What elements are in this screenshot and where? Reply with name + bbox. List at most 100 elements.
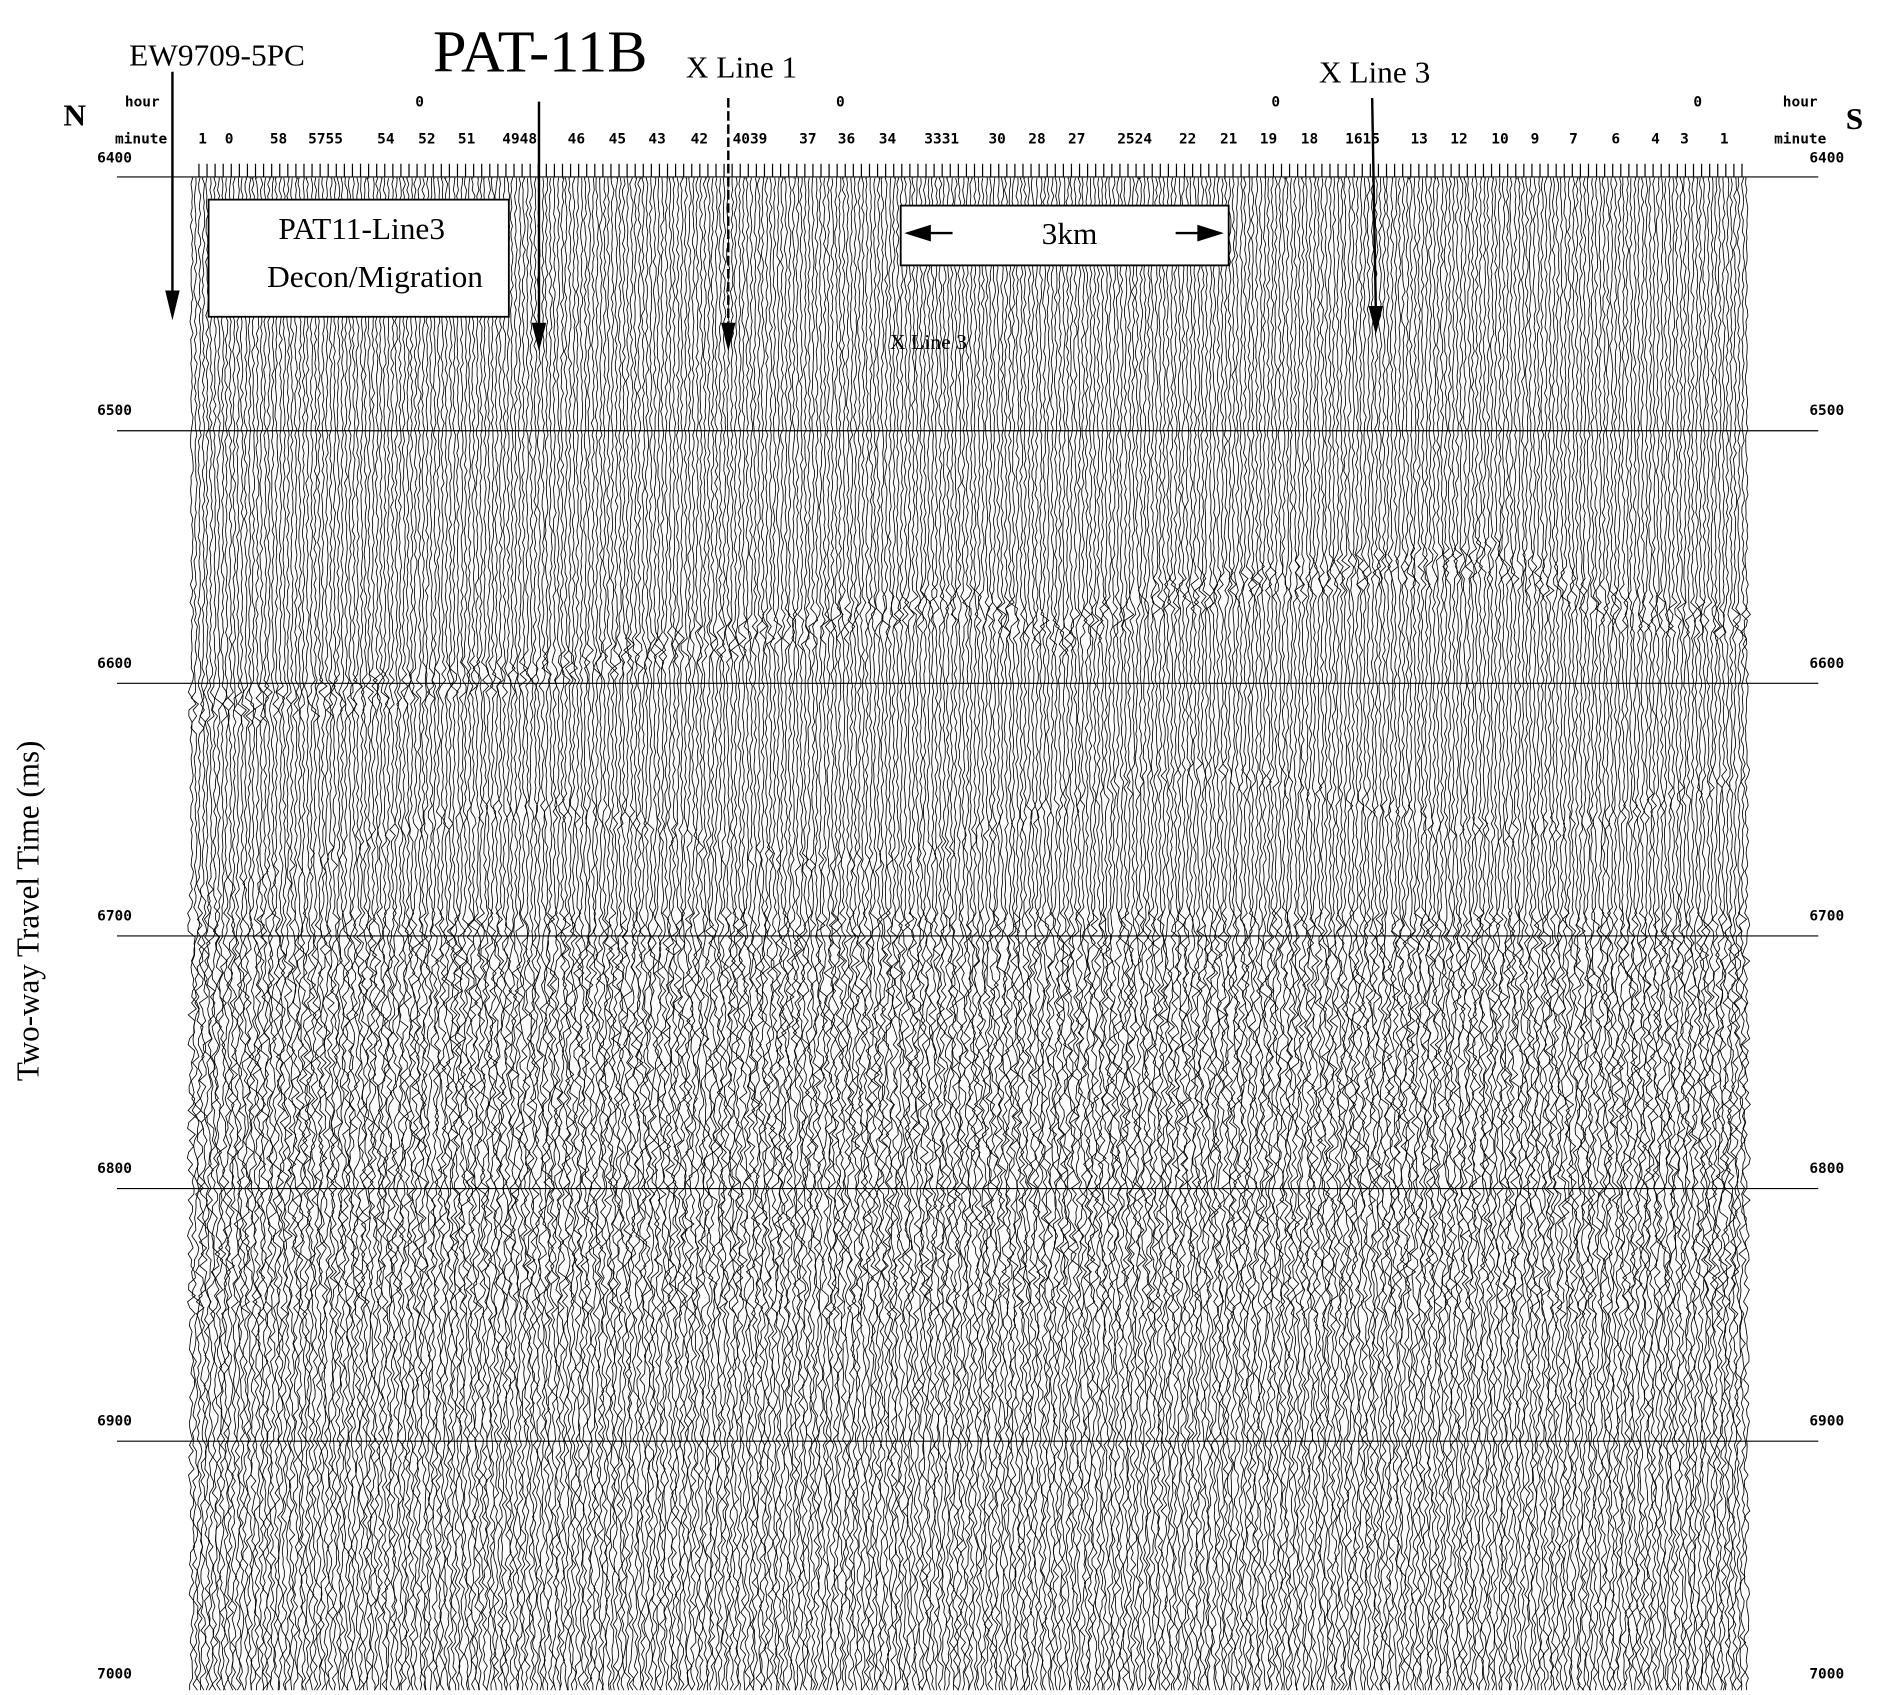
- seismic-trace: [869, 177, 880, 1691]
- seismic-trace: [1055, 177, 1066, 1691]
- seismic-trace: [946, 177, 958, 1691]
- seismic-trace: [1209, 177, 1220, 1691]
- seismic-trace: [738, 177, 749, 1691]
- seismic-trace: [1232, 177, 1243, 1691]
- seismic-trace: [1352, 177, 1362, 1691]
- seismic-trace: [1143, 177, 1154, 1691]
- seismic-trace: [1259, 177, 1270, 1691]
- minute-tick-label: 10: [1491, 131, 1508, 147]
- seismic-trace: [1475, 177, 1486, 1691]
- seismic-trace: [785, 177, 795, 1691]
- seismic-trace: [696, 177, 706, 1691]
- seismic-trace: [263, 177, 274, 1691]
- y-tick-label: 6800: [97, 1161, 132, 1177]
- y-tick-label: 6700: [97, 908, 132, 924]
- seismic-trace: [1664, 177, 1675, 1691]
- seismic-trace: [480, 177, 490, 1691]
- seismic-trace: [745, 177, 757, 1691]
- seismic-trace: [1039, 177, 1050, 1691]
- seismic-trace: [1355, 177, 1366, 1691]
- seismic-trace: [1656, 177, 1667, 1691]
- minute-tick-label: 18: [1301, 131, 1318, 147]
- seismic-trace: [692, 177, 703, 1691]
- y-tick-label: 7000: [1809, 1666, 1844, 1682]
- seismic-trace: [622, 177, 633, 1691]
- seismic-trace: [1282, 177, 1293, 1691]
- seismic-trace: [727, 177, 737, 1691]
- seismic-trace: [186, 177, 197, 1691]
- seismic-trace: [908, 177, 919, 1691]
- seismic-trace: [1170, 178, 1181, 1691]
- seismic-trace: [318, 177, 328, 1691]
- seismic-trace: [657, 177, 667, 1691]
- seismic-trace: [1093, 177, 1104, 1691]
- y-tick-label: 6900: [97, 1414, 132, 1430]
- seismic-trace: [549, 177, 560, 1691]
- seismic-trace: [525, 177, 537, 1691]
- seismic-traces: [186, 177, 1751, 1691]
- seismic-trace: [1240, 177, 1250, 1691]
- seismic-trace: [1460, 177, 1471, 1691]
- y-tick-label: 6900: [1809, 1414, 1844, 1430]
- seismic-trace: [707, 177, 718, 1691]
- seismic-trace: [1525, 177, 1536, 1691]
- seismic-trace: [233, 177, 243, 1691]
- minute-tick-label: 3331: [924, 131, 959, 147]
- seismic-trace: [1429, 177, 1440, 1691]
- y-tick-label: 6600: [1809, 656, 1844, 672]
- seismic-trace: [534, 177, 544, 1691]
- xline3-label: X Line 3: [1319, 55, 1430, 90]
- minute-tick-label: 4039: [733, 131, 768, 147]
- seismic-trace: [834, 177, 846, 1691]
- seismic-trace: [928, 177, 938, 1691]
- seismic-trace: [1432, 177, 1444, 1691]
- seismic-trace: [1451, 177, 1463, 1691]
- seismic-trace: [881, 177, 892, 1691]
- seismic-trace: [1629, 177, 1640, 1691]
- seismic-trace: [1413, 177, 1424, 1691]
- seismic-trace: [823, 177, 834, 1691]
- seismic-trace: [850, 177, 861, 1691]
- seismic-trace: [893, 177, 903, 1691]
- seismic-trace: [1163, 177, 1174, 1691]
- seismic-trace: [1390, 177, 1401, 1691]
- seismic-trace: [1602, 177, 1613, 1691]
- seismic-trace: [1483, 177, 1494, 1691]
- seismic-trace: [510, 177, 521, 1691]
- seismic-trace: [830, 177, 842, 1691]
- seismic-trace: [248, 177, 259, 1691]
- seismic-trace: [1363, 177, 1374, 1691]
- seismic-trace: [1575, 177, 1586, 1691]
- seismic-trace: [757, 177, 768, 1691]
- seismic-trace: [618, 177, 629, 1691]
- seismic-trace: [653, 177, 664, 1691]
- seismic-trace: [229, 177, 240, 1691]
- seismic-trace: [379, 177, 390, 1691]
- seismic-trace: [325, 177, 336, 1691]
- seismic-trace: [418, 177, 429, 1691]
- arrow-head: [531, 322, 547, 352]
- seismic-trace: [260, 177, 270, 1691]
- seismic-trace: [218, 177, 228, 1691]
- seismic-trace: [464, 177, 475, 1691]
- y-axis-label: Two-way Travel Time (ms): [10, 741, 45, 1081]
- seismic-trace: [603, 177, 614, 1691]
- seismic-trace: [221, 177, 232, 1691]
- grid: 6400 6400 6500 6500 6600 6600 6700 6700 6800 6800…: [97, 151, 1844, 1683]
- minute-tick-label: 52: [418, 131, 435, 147]
- seismic-trace: [573, 177, 583, 1691]
- scale-arrow-head: [1197, 224, 1224, 242]
- seismic-trace: [668, 177, 679, 1691]
- seismic-trace: [430, 177, 440, 1691]
- seismic-trace: [310, 177, 321, 1691]
- seismic-trace: [568, 177, 579, 1691]
- seismic-trace: [1271, 177, 1281, 1691]
- seismic-trace: [399, 177, 409, 1691]
- seismic-trace: [1583, 177, 1594, 1691]
- seismic-trace: [808, 177, 819, 1691]
- minute-tick-label: 6: [1611, 131, 1620, 147]
- seismic-trace: [287, 177, 297, 1691]
- minute-tick-label: 7: [1569, 131, 1578, 147]
- seismic-trace: [599, 177, 610, 1691]
- seismic-trace: [1001, 177, 1011, 1691]
